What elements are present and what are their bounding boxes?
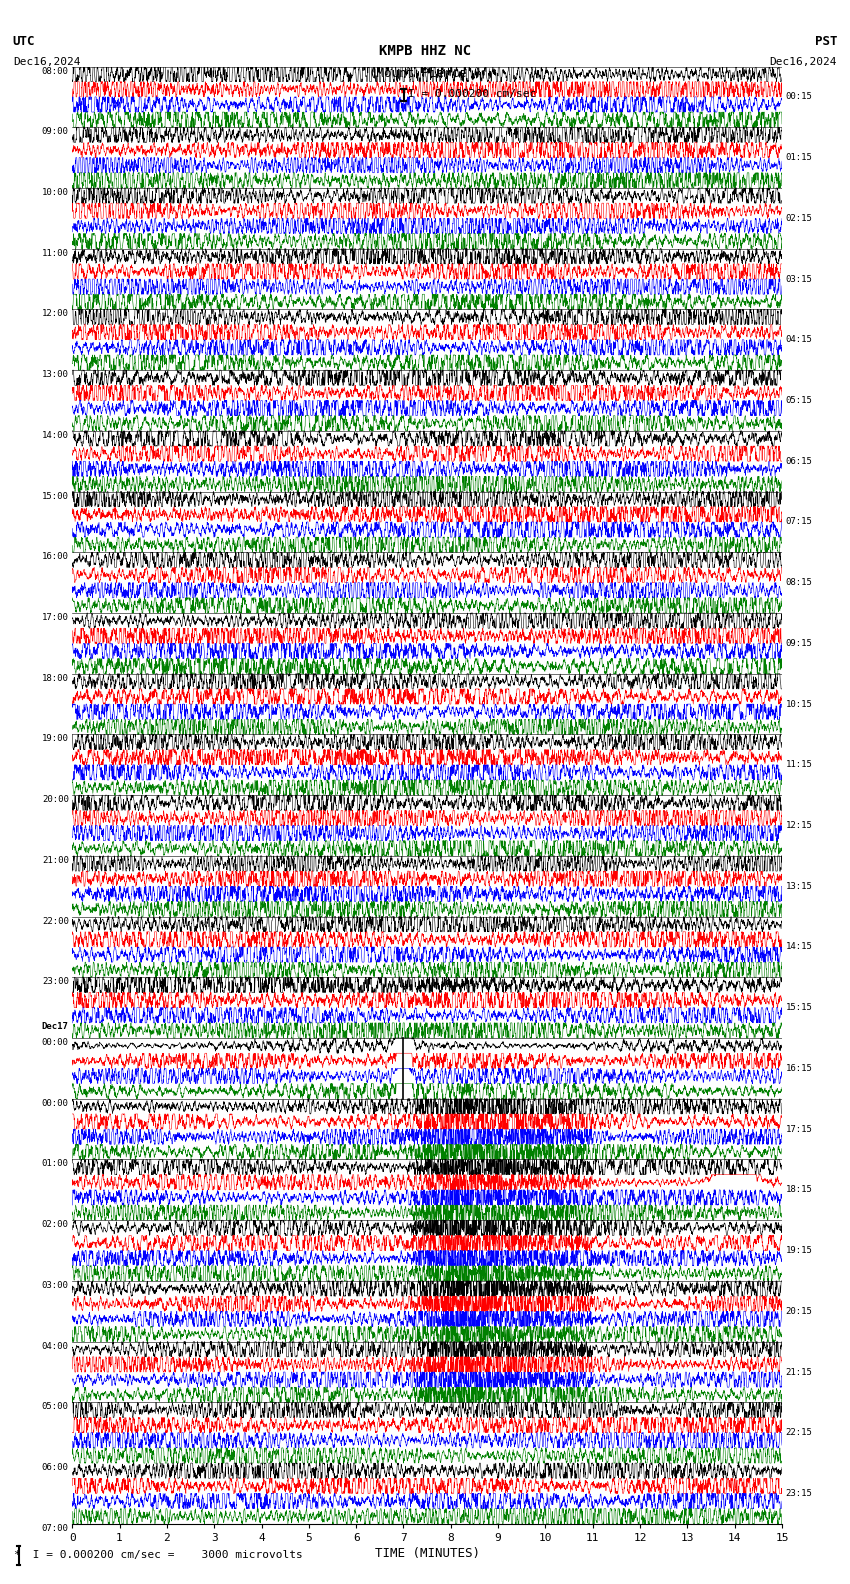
Text: 06:15: 06:15 [785, 456, 813, 466]
Text: 07:15: 07:15 [785, 518, 813, 526]
Text: 16:15: 16:15 [785, 1064, 813, 1072]
Text: 23:00: 23:00 [42, 977, 69, 987]
Text: 20:15: 20:15 [785, 1307, 813, 1316]
Text: I = 0.000200 cm/sec =    3000 microvolts: I = 0.000200 cm/sec = 3000 microvolts [26, 1551, 303, 1560]
Text: 17:15: 17:15 [785, 1125, 813, 1134]
Text: 11:00: 11:00 [42, 249, 69, 258]
Text: 06:00: 06:00 [42, 1464, 69, 1472]
Text: UTC: UTC [13, 35, 35, 48]
Text: 00:00: 00:00 [42, 1038, 69, 1047]
Text: 08:15: 08:15 [785, 578, 813, 588]
Text: 22:00: 22:00 [42, 917, 69, 925]
Text: 13:00: 13:00 [42, 371, 69, 379]
Text: 08:00: 08:00 [42, 67, 69, 76]
Text: *: * [13, 1551, 20, 1560]
Text: 22:15: 22:15 [785, 1429, 813, 1437]
Text: 21:15: 21:15 [785, 1367, 813, 1376]
Text: 04:15: 04:15 [785, 336, 813, 344]
Text: 05:15: 05:15 [785, 396, 813, 406]
Text: 18:00: 18:00 [42, 673, 69, 683]
Text: PST: PST [815, 35, 837, 48]
Text: Dec17: Dec17 [42, 1022, 69, 1031]
Text: 23:15: 23:15 [785, 1489, 813, 1498]
Text: 18:15: 18:15 [785, 1185, 813, 1194]
Text: 07:00: 07:00 [42, 1524, 69, 1533]
Text: 13:15: 13:15 [785, 882, 813, 890]
Text: 10:00: 10:00 [42, 188, 69, 196]
Text: 12:00: 12:00 [42, 309, 69, 318]
Text: 14:15: 14:15 [785, 942, 813, 952]
Text: 19:15: 19:15 [785, 1247, 813, 1255]
Text: 04:00: 04:00 [42, 1342, 69, 1351]
Text: 17:00: 17:00 [42, 613, 69, 623]
X-axis label: TIME (MINUTES): TIME (MINUTES) [375, 1548, 479, 1560]
Text: I = 0.000200 cm/sec: I = 0.000200 cm/sec [408, 89, 536, 98]
Text: 19:00: 19:00 [42, 735, 69, 743]
Text: 10:15: 10:15 [785, 700, 813, 708]
Text: 12:15: 12:15 [785, 821, 813, 830]
Text: 15:00: 15:00 [42, 491, 69, 501]
Text: 09:00: 09:00 [42, 127, 69, 136]
Text: Dec16,2024: Dec16,2024 [13, 57, 80, 67]
Text: 02:00: 02:00 [42, 1220, 69, 1229]
Text: 01:15: 01:15 [785, 154, 813, 162]
Text: 05:00: 05:00 [42, 1402, 69, 1411]
Text: 01:00: 01:00 [42, 1159, 69, 1169]
Text: 03:15: 03:15 [785, 274, 813, 284]
Text: 00:00: 00:00 [42, 1099, 69, 1107]
Text: (Mount Pierce ): (Mount Pierce ) [369, 67, 481, 79]
Text: Dec16,2024: Dec16,2024 [770, 57, 837, 67]
Text: 00:15: 00:15 [785, 92, 813, 101]
Text: 03:00: 03:00 [42, 1281, 69, 1289]
Text: 21:00: 21:00 [42, 855, 69, 865]
Text: 20:00: 20:00 [42, 795, 69, 805]
Text: 15:15: 15:15 [785, 1003, 813, 1012]
Text: KMPB HHZ NC: KMPB HHZ NC [379, 44, 471, 59]
Text: 14:00: 14:00 [42, 431, 69, 440]
Text: 09:15: 09:15 [785, 638, 813, 648]
Text: 02:15: 02:15 [785, 214, 813, 223]
Text: 11:15: 11:15 [785, 760, 813, 770]
Text: 16:00: 16:00 [42, 553, 69, 561]
